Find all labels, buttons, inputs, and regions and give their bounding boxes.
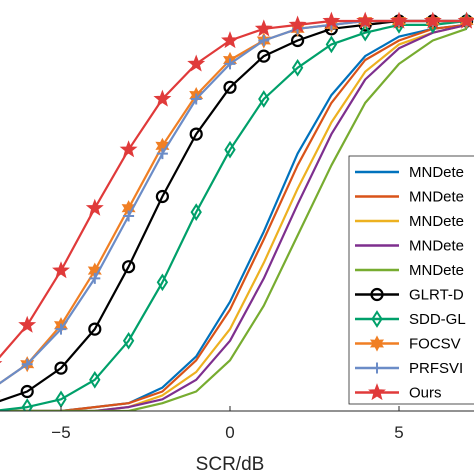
legend-entry-8: PRFSVI — [355, 360, 463, 377]
series-point-8-6 — [190, 93, 202, 105]
legend-entry-0: MNDete — [355, 164, 464, 181]
x-axis-label: SCR/dB — [196, 454, 265, 474]
legend-label-4: MNDete — [409, 262, 464, 279]
series-4 — [0, 27, 467, 411]
x-ticks: −5 0 5 — [51, 406, 404, 442]
series-point-5-8 — [257, 49, 271, 63]
series-point-5-3 — [88, 322, 102, 336]
series-point-8-2 — [55, 323, 67, 335]
series-3 — [0, 23, 467, 411]
legend-entry-6: SDD-GL — [355, 310, 466, 328]
series-point-9-5 — [153, 89, 172, 107]
series-point-9-2 — [52, 261, 70, 279]
series-point-5-7 — [223, 80, 237, 94]
series-point-8-5 — [156, 148, 168, 160]
legend-label-0: MNDete — [409, 164, 464, 181]
legend-entry-3: MNDete — [355, 238, 464, 255]
legend-marker-9 — [368, 383, 386, 401]
series-point-9-10 — [322, 11, 341, 29]
legend-label-8: PRFSVI — [409, 360, 463, 377]
x-tick-label-1: 0 — [225, 423, 234, 442]
legend-marker-5 — [370, 287, 384, 302]
legend-entry-2: MNDete — [355, 213, 464, 230]
legend-label-7: FOCSV — [409, 336, 461, 353]
series-point-8-7 — [224, 58, 236, 70]
series-line-3 — [0, 23, 467, 411]
series-point-6-8 — [258, 90, 270, 108]
series-point-6-3 — [89, 370, 101, 389]
legend-entry-9: Ours — [355, 383, 442, 402]
legend-entry-1: MNDete — [355, 189, 464, 206]
x-tick-label-0: −5 — [51, 423, 70, 442]
series-1 — [0, 23, 467, 411]
series-point-9-4 — [119, 140, 138, 158]
legend-entry-4: MNDete — [355, 262, 464, 279]
series-point-9-6 — [187, 54, 206, 72]
series-point-9-13 — [423, 11, 442, 29]
series-point-9-14 — [457, 11, 474, 29]
legend-marker-6 — [371, 310, 383, 328]
series-point-6-5 — [156, 273, 169, 292]
series-point-6-4 — [122, 331, 135, 350]
x-tick-label-2: 5 — [394, 423, 403, 442]
series-line-5 — [0, 19, 467, 403]
legend-label-1: MNDete — [409, 189, 464, 206]
series-point-9-1 — [18, 315, 37, 333]
legend-label-3: MNDete — [409, 238, 464, 255]
series-point-9-8 — [254, 19, 273, 37]
series-point-8-1 — [21, 358, 33, 370]
legend-marker-7 — [369, 335, 385, 352]
series-line-1 — [0, 23, 467, 411]
series-point-5-5 — [155, 189, 169, 204]
series-point-8-3 — [89, 272, 101, 284]
legend: MNDete MNDete MNDete MNDete MNDete GLRT-D SDD-… — [348, 155, 474, 405]
series-point-9-3 — [85, 198, 104, 216]
series-point-9-7 — [221, 31, 239, 49]
series-point-9-9 — [288, 15, 307, 33]
series-point-5-4 — [122, 260, 136, 274]
series-point-5-2 — [54, 361, 68, 375]
series-point-9-12 — [390, 11, 408, 29]
series-point-6-9 — [291, 58, 304, 77]
legend-label-2: MNDete — [409, 213, 464, 230]
legend-entry-7: FOCSV — [355, 335, 461, 353]
series-9 — [0, 11, 474, 364]
series-point-6-10 — [325, 35, 338, 54]
legend-marker-8 — [371, 362, 383, 374]
series-line-6 — [0, 19, 467, 411]
series-point-6-11 — [359, 23, 371, 42]
legend-label-5: GLRT-D — [409, 287, 464, 304]
series-point-6-7 — [224, 140, 236, 159]
series-point-9-11 — [356, 11, 375, 29]
series-point-8-8 — [258, 35, 270, 46]
series-point-6-6 — [190, 203, 202, 221]
legend-entry-5: GLRT-D — [355, 287, 464, 304]
series-line-4 — [0, 27, 467, 411]
series-layer — [0, 11, 474, 411]
legend-label-6: SDD-GL — [409, 311, 466, 328]
series-line-2 — [0, 23, 467, 411]
series-point-6-1 — [21, 398, 33, 411]
series-point-8-4 — [123, 210, 135, 222]
legend-label-9: Ours — [409, 385, 442, 402]
series-point-5-1 — [20, 384, 34, 399]
series-point-5-6 — [189, 127, 203, 141]
series-2 — [0, 23, 467, 411]
series-point-9-0 — [0, 361, 3, 364]
